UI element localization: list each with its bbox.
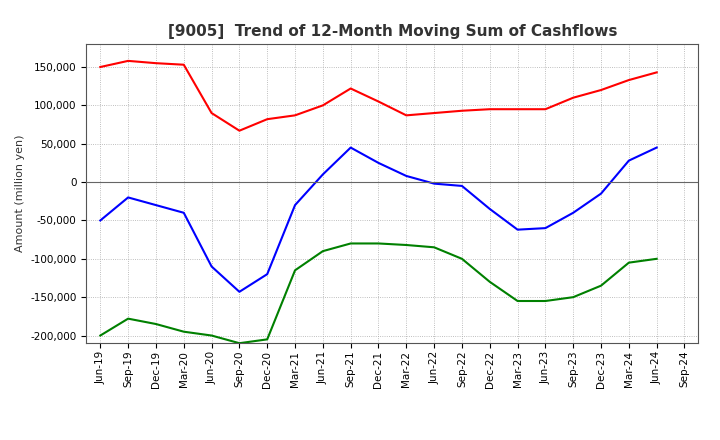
Investing Cashflow	[569, 294, 577, 300]
Investing Cashflow	[458, 256, 467, 261]
Free Cashflow	[569, 210, 577, 216]
Investing Cashflow	[318, 249, 327, 254]
Free Cashflow	[374, 160, 383, 165]
Investing Cashflow	[430, 245, 438, 250]
Free Cashflow	[235, 289, 243, 294]
Free Cashflow	[152, 202, 161, 208]
Line: Operating Cashflow: Operating Cashflow	[100, 61, 657, 131]
Investing Cashflow	[374, 241, 383, 246]
Y-axis label: Amount (million yen): Amount (million yen)	[14, 135, 24, 253]
Operating Cashflow	[430, 110, 438, 116]
Investing Cashflow	[291, 268, 300, 273]
Free Cashflow	[485, 206, 494, 212]
Free Cashflow	[96, 218, 104, 223]
Operating Cashflow	[346, 86, 355, 91]
Operating Cashflow	[652, 70, 661, 75]
Operating Cashflow	[152, 61, 161, 66]
Free Cashflow	[346, 145, 355, 150]
Free Cashflow	[402, 173, 410, 179]
Line: Free Cashflow: Free Cashflow	[100, 147, 657, 292]
Investing Cashflow	[597, 283, 606, 288]
Investing Cashflow	[402, 242, 410, 248]
Free Cashflow	[430, 181, 438, 186]
Operating Cashflow	[124, 58, 132, 63]
Free Cashflow	[624, 158, 633, 163]
Investing Cashflow	[207, 333, 216, 338]
Investing Cashflow	[652, 256, 661, 261]
Operating Cashflow	[318, 103, 327, 108]
Operating Cashflow	[513, 106, 522, 112]
Free Cashflow	[179, 210, 188, 216]
Operating Cashflow	[485, 106, 494, 112]
Investing Cashflow	[624, 260, 633, 265]
Operating Cashflow	[235, 128, 243, 133]
Investing Cashflow	[179, 329, 188, 334]
Free Cashflow	[124, 195, 132, 200]
Investing Cashflow	[152, 321, 161, 326]
Operating Cashflow	[597, 88, 606, 93]
Operating Cashflow	[374, 99, 383, 104]
Operating Cashflow	[179, 62, 188, 67]
Free Cashflow	[513, 227, 522, 232]
Investing Cashflow	[263, 337, 271, 342]
Investing Cashflow	[485, 279, 494, 285]
Investing Cashflow	[96, 333, 104, 338]
Free Cashflow	[318, 172, 327, 177]
Free Cashflow	[458, 183, 467, 189]
Operating Cashflow	[458, 108, 467, 114]
Investing Cashflow	[513, 298, 522, 304]
Operating Cashflow	[624, 77, 633, 83]
Operating Cashflow	[291, 113, 300, 118]
Operating Cashflow	[96, 64, 104, 70]
Investing Cashflow	[124, 316, 132, 321]
Investing Cashflow	[235, 341, 243, 346]
Free Cashflow	[597, 191, 606, 196]
Free Cashflow	[541, 225, 550, 231]
Free Cashflow	[291, 202, 300, 208]
Investing Cashflow	[541, 298, 550, 304]
Operating Cashflow	[207, 110, 216, 116]
Operating Cashflow	[541, 106, 550, 112]
Free Cashflow	[652, 145, 661, 150]
Investing Cashflow	[346, 241, 355, 246]
Operating Cashflow	[402, 113, 410, 118]
Operating Cashflow	[263, 117, 271, 122]
Free Cashflow	[263, 271, 271, 277]
Line: Investing Cashflow: Investing Cashflow	[100, 243, 657, 343]
Title: [9005]  Trend of 12-Month Moving Sum of Cashflows: [9005] Trend of 12-Month Moving Sum of C…	[168, 24, 617, 39]
Operating Cashflow	[569, 95, 577, 100]
Free Cashflow	[207, 264, 216, 269]
